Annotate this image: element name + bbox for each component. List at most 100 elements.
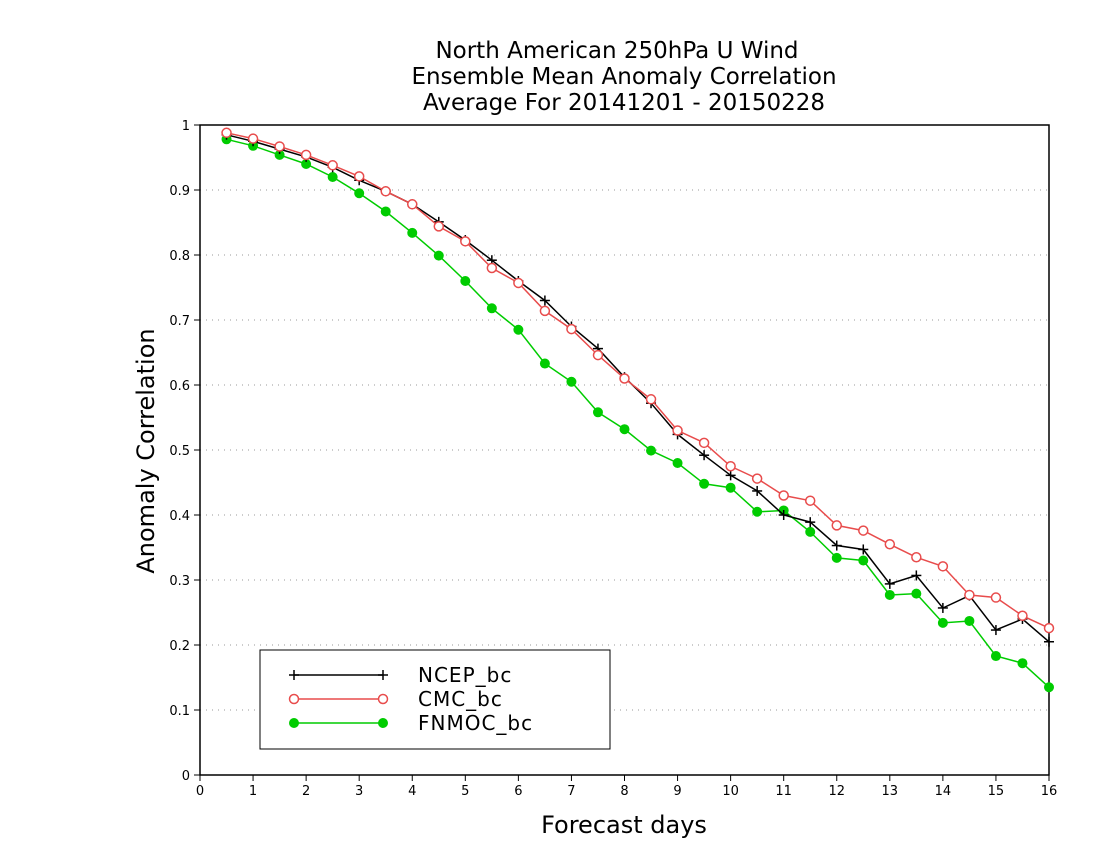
series-fnmoc-bc-point <box>486 303 497 314</box>
series-cmc-bc-point <box>486 262 498 274</box>
y-tick-labels: 0 0.1 0.2 0.3 0.4 0.5 0.6 0.7 0.8 0.9 1 <box>169 119 190 784</box>
series-cmc-bc-point <box>327 160 338 171</box>
x-axis-label: Forecast days <box>541 811 707 839</box>
series-fnmoc-bc-point <box>646 445 657 456</box>
series-cmc-bc-line <box>226 132 1050 629</box>
legend-fnmoc-bc-label: FNMOC_bc <box>418 711 533 735</box>
series-ncep-bc-point <box>831 540 842 551</box>
y-tick-label: 0.6 <box>169 379 190 394</box>
x-tick-label: 8 <box>620 784 628 799</box>
series-cmc-bc-point <box>353 171 365 182</box>
series-fnmoc-bc-point <box>990 651 1001 662</box>
series-fnmoc-bc-point <box>725 482 736 493</box>
legend-fnmoc-bc: FNMOC_bc <box>289 711 533 735</box>
series-fnmoc-bc-point <box>354 188 365 199</box>
series-ncep-bc-point <box>884 578 895 589</box>
series-fnmoc-bc-point <box>672 458 683 468</box>
x-tick-label: 2 <box>302 784 310 799</box>
series-cmc-bc-point <box>831 520 842 531</box>
legend-cmc-bc-marker-right <box>377 693 389 705</box>
series-fnmoc-bc <box>221 134 1054 693</box>
x-tick-label: 1 <box>249 784 257 799</box>
legend-cmc-bc-marker-left <box>288 693 300 705</box>
series-cmc-bc-point <box>672 425 683 436</box>
y-tick-label: 0.5 <box>169 444 190 459</box>
gridlines <box>200 189 1049 711</box>
series-cmc-bc-point <box>221 127 232 139</box>
x-tick-label: 9 <box>673 784 681 799</box>
series-fnmoc-bc-point <box>937 617 948 628</box>
legend-cmc-bc: CMC_bc <box>288 687 503 711</box>
x-tick-label: 10 <box>722 784 739 799</box>
series-ncep-bc-line <box>226 134 1050 643</box>
series-ncep-bc-point <box>699 450 710 461</box>
series-cmc-bc-point <box>884 539 896 550</box>
legend-fnmoc-bc-marker-left <box>289 718 299 728</box>
axis-ticks <box>194 124 1050 781</box>
series-ncep-bc-point <box>805 517 816 528</box>
series-ncep-bc-point <box>937 602 948 613</box>
series-ncep-bc-point <box>1044 636 1054 647</box>
title-line-1: North American 250hPa U Wind <box>435 38 798 64</box>
series-fnmoc-bc-point <box>619 424 630 435</box>
x-tick-label: 12 <box>828 784 845 799</box>
y-axis-label: Anomaly Correlation <box>132 328 160 573</box>
series-fnmoc-bc-point <box>460 276 471 286</box>
y-tick-label: 0.2 <box>169 639 190 654</box>
series-cmc-bc-point <box>778 490 789 501</box>
series-fnmoc-bc-point <box>592 407 603 418</box>
series-cmc-bc-point <box>247 133 259 144</box>
y-tick-label: 0.7 <box>169 314 190 329</box>
y-tick-label: 0.8 <box>169 249 190 264</box>
legend-ncep-bc-label: NCEP_bc <box>418 663 512 687</box>
series-ncep-bc-point <box>752 485 763 496</box>
series-ncep-bc-point <box>911 570 922 581</box>
series-cmc-bc-point <box>645 394 657 405</box>
series-fnmoc-bc-point <box>805 526 816 537</box>
x-tick-label: 5 <box>461 784 469 799</box>
series-cmc-bc-point <box>380 186 391 197</box>
series-cmc-bc-point <box>698 437 710 449</box>
series-cmc-bc-point <box>539 305 551 317</box>
series-cmc-bc-point <box>592 349 604 361</box>
series-ncep-bc-point <box>858 544 869 555</box>
legend-fnmoc-bc-marker-right <box>378 718 388 728</box>
series-cmc-bc-point <box>460 236 471 247</box>
y-tick-label: 0.3 <box>169 574 190 589</box>
series-fnmoc-bc-point <box>884 589 895 600</box>
series-fnmoc-bc-point <box>407 227 418 238</box>
series-fnmoc-bc-point <box>433 250 444 261</box>
series-fnmoc-bc-point <box>566 376 577 387</box>
title-line-3: Average For 20141201 - 20150228 <box>423 90 825 116</box>
series-fnmoc-bc-point <box>380 206 391 217</box>
x-tick-label: 13 <box>882 784 899 799</box>
series-cmc-bc-point <box>407 199 418 210</box>
series-fnmoc-bc-point <box>964 615 975 626</box>
legend-ncep-bc-marker-right <box>378 670 388 680</box>
series-fnmoc-bc-point <box>1044 682 1054 693</box>
series-fnmoc-bc-point <box>539 358 550 369</box>
series-ncep-bc-point <box>539 295 550 306</box>
x-tick-label: 6 <box>514 784 522 799</box>
x-tick-label: 0 <box>196 784 204 799</box>
series-lines <box>221 127 1055 693</box>
series-cmc-bc-point <box>566 323 577 335</box>
legend-ncep-bc-marker-left <box>289 670 299 680</box>
series-ncep-bc-point <box>725 470 736 481</box>
series-cmc-bc-point <box>937 561 949 572</box>
series-cmc-bc-point <box>619 373 630 384</box>
series-ncep-bc-point <box>990 625 1001 636</box>
series-fnmoc-bc-point <box>752 506 763 517</box>
x-tick-label: 3 <box>355 784 363 799</box>
series-cmc-bc-point <box>274 141 285 152</box>
series-cmc-bc-point <box>1043 622 1055 634</box>
x-tick-label: 16 <box>1041 784 1058 799</box>
series-cmc-bc-point <box>990 592 1002 603</box>
legend-cmc-bc-label: CMC_bc <box>418 687 503 711</box>
series-cmc-bc-point <box>804 495 816 506</box>
series-fnmoc-bc-line <box>226 138 1050 688</box>
legend-ncep-bc: NCEP_bc <box>289 663 512 687</box>
x-tick-labels: 0 1 2 3 4 5 6 7 8 9 10 11 12 13 14 15 16 <box>196 784 1057 799</box>
